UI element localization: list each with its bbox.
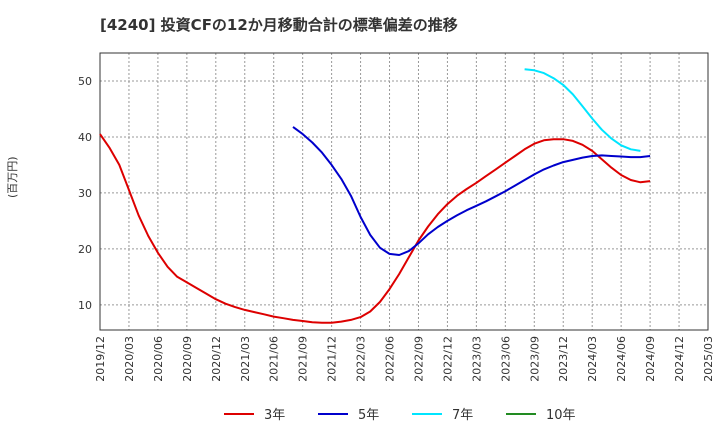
x-tick-label: 2024/12: [673, 336, 686, 382]
grid-lines: [99, 53, 709, 330]
x-tick-label: 2020/12: [210, 336, 223, 382]
series-line-3年: [99, 133, 651, 324]
y-tick-label: 40: [78, 131, 92, 144]
x-tick-label: 2021/12: [326, 336, 339, 382]
x-tick-label: 2023/12: [557, 336, 570, 382]
x-tick-label: 2023/03: [470, 336, 483, 382]
y-tick-label: 10: [78, 299, 92, 312]
x-tick-label: 2020/03: [123, 336, 136, 382]
y-tick-label: 30: [78, 187, 92, 200]
series-lines: [99, 68, 651, 324]
series-line-5年: [292, 126, 651, 256]
plot-frame: [99, 52, 709, 331]
legend-label: 10年: [546, 408, 576, 423]
y-axis-ticks: 10 20 30 40 50: [78, 75, 92, 312]
x-tick-label: 2022/06: [384, 336, 397, 382]
y-tick-label: 20: [78, 243, 92, 256]
x-tick-label: 2024/09: [644, 336, 657, 382]
x-tick-label: 2023/09: [528, 336, 541, 382]
series-line-7年: [524, 68, 641, 152]
y-tick-label: 50: [78, 75, 92, 88]
x-tick-label: 2021/03: [239, 336, 252, 382]
x-axis-ticks: 2019/12 2020/03 2020/06 2020/09 2020/12 2021/…: [94, 336, 715, 382]
x-tick-label: 2024/03: [586, 336, 599, 382]
x-tick-label: 2020/06: [152, 336, 165, 382]
chart-title: [4240] 投資CFの12か月移動合計の標準偏差の推移: [100, 16, 458, 34]
x-tick-label: 2019/12: [94, 336, 107, 382]
legend: 3年 5年 7年 10年: [224, 408, 576, 423]
x-tick-label: 2022/09: [412, 336, 425, 382]
x-tick-label: 2022/12: [441, 336, 454, 382]
x-tick-label: 2020/09: [181, 336, 194, 382]
x-tick-label: 2022/03: [355, 336, 368, 382]
legend-label: 7年: [452, 408, 473, 423]
legend-label: 5年: [358, 408, 379, 423]
x-tick-label: 2021/06: [268, 336, 281, 382]
x-tick-label: 2024/06: [615, 336, 628, 382]
x-tick-label: 2025/03: [702, 336, 715, 382]
x-tick-label: 2021/09: [297, 336, 310, 382]
x-tick-label: 2023/06: [499, 336, 512, 382]
legend-label: 3年: [264, 408, 285, 423]
